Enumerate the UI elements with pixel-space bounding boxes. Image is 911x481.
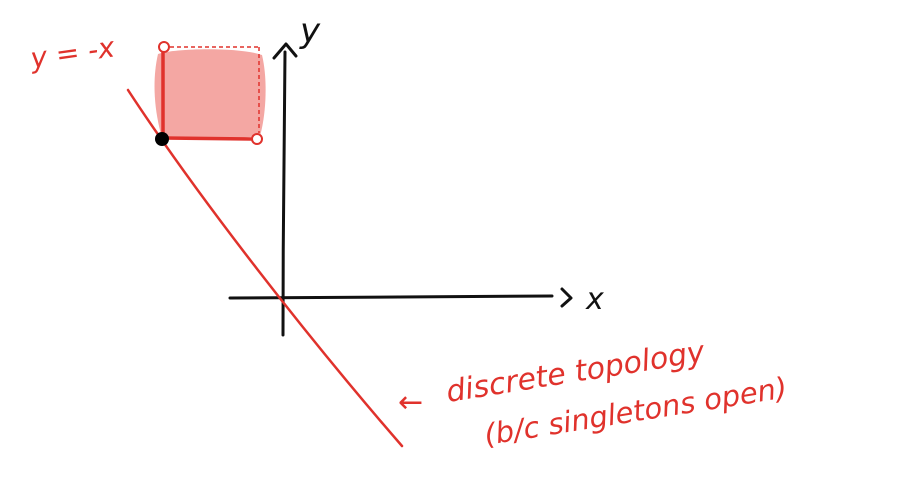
axes <box>228 42 573 337</box>
open-corner-top-left <box>158 41 170 53</box>
open-box <box>154 41 266 146</box>
box-bottom-solid-edge <box>162 136 254 141</box>
line-y-equals-neg-x <box>126 88 404 448</box>
line-label: y = -x <box>27 30 117 75</box>
annotation: ← discrete topology (b/c singletons open… <box>398 334 789 452</box>
open-corner-bottom-right <box>251 133 263 145</box>
box-fill <box>154 49 266 140</box>
y-axis-line <box>281 50 287 337</box>
x-axis-label: x <box>585 282 604 317</box>
x-axis-arrowhead <box>560 287 573 308</box>
y-axis-arrowhead <box>272 42 298 60</box>
x-axis-line <box>228 294 554 300</box>
annotation-arrow: ← <box>398 385 423 420</box>
closed-corner-point <box>155 132 169 146</box>
y-axis-label: y <box>299 11 321 51</box>
